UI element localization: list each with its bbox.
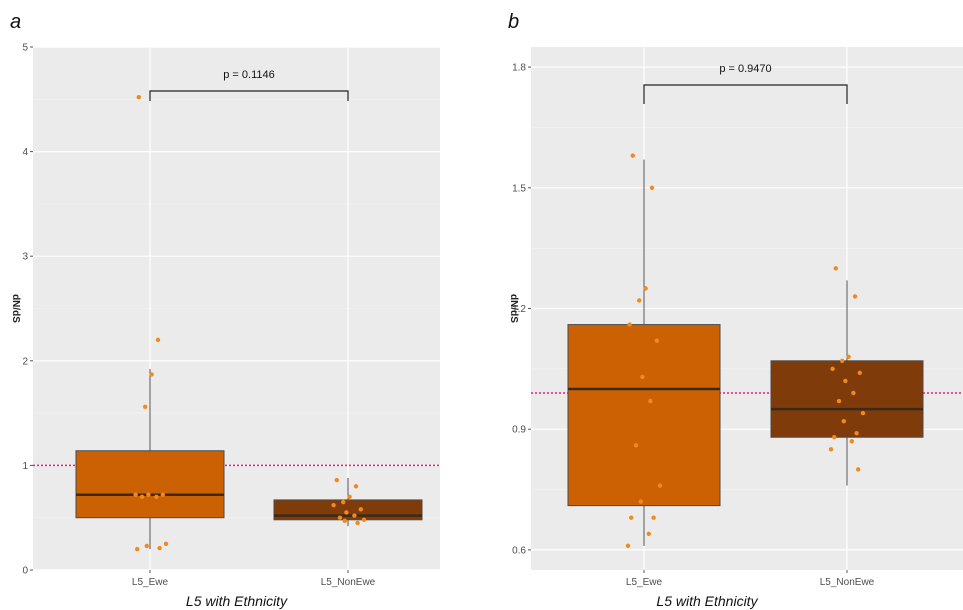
- x-tick-label: L5_Ewe: [626, 577, 663, 588]
- data-point: [828, 447, 834, 452]
- data-point: [643, 286, 648, 291]
- data-point: [841, 418, 846, 424]
- data-point: [846, 354, 851, 359]
- data-point: [358, 507, 363, 512]
- data-point: [851, 390, 856, 396]
- y-tick-label: 3: [22, 252, 28, 263]
- data-point: [654, 338, 659, 343]
- data-point: [139, 494, 145, 499]
- data-point: [649, 185, 655, 191]
- data-point: [646, 531, 651, 536]
- data-point: [852, 294, 858, 299]
- data-point: [648, 398, 653, 404]
- panel-a: a 0 1 2 3 4 5 L5_Ewe L5_NonEwe p = 0.1146 dN/dS L5 …: [10, 11, 440, 609]
- y-tick-label: 5: [22, 43, 28, 54]
- data-point: [849, 439, 854, 444]
- data-point: [135, 546, 140, 552]
- data-point: [843, 378, 848, 384]
- panel-letter: b: [508, 11, 519, 33]
- data-point: [133, 492, 138, 497]
- p-value-label: p = 0.9470: [719, 63, 771, 75]
- data-point: [856, 467, 861, 472]
- box-l5-ewe: [75, 450, 225, 519]
- data-point: [637, 298, 642, 303]
- data-point: [334, 477, 339, 483]
- data-point: [657, 483, 663, 488]
- data-point: [149, 372, 154, 377]
- data-point: [342, 518, 347, 524]
- data-point: [633, 443, 639, 448]
- data-point: [629, 515, 634, 520]
- p-value-label: p = 0.1146: [223, 69, 274, 81]
- x-axis-label: L5 with Ethnicity: [186, 593, 288, 609]
- x-tick-label: L5_NonEwe: [321, 577, 376, 588]
- x-tick-label: L5_NonEwe: [820, 577, 875, 588]
- data-point: [830, 366, 835, 372]
- x-axis-label: L5 with Ethnicity: [656, 593, 758, 609]
- x-tick-label: L5_Ewe: [132, 577, 169, 588]
- data-point: [640, 374, 645, 380]
- data-point: [352, 513, 357, 518]
- data-point: [155, 337, 161, 343]
- data-point: [651, 515, 656, 520]
- box-l5-ewe: [567, 324, 721, 507]
- data-point: [627, 322, 632, 327]
- data-point: [840, 358, 845, 363]
- y-tick-label: 1.2: [512, 304, 526, 315]
- data-point: [163, 541, 169, 547]
- data-point: [154, 494, 159, 499]
- data-point: [833, 266, 838, 271]
- data-point: [136, 95, 141, 100]
- data-point: [144, 543, 149, 549]
- y-tick-label: 0.9: [512, 425, 526, 436]
- significance-bracket: [149, 90, 349, 101]
- data-point: [638, 499, 643, 504]
- data-point: [854, 431, 859, 436]
- data-point: [157, 545, 162, 551]
- data-point: [347, 494, 352, 499]
- data-point: [341, 499, 346, 505]
- data-point: [857, 370, 862, 376]
- y-tick-label: 0.6: [512, 545, 526, 556]
- data-point: [836, 398, 842, 404]
- data-point: [143, 404, 148, 410]
- data-point: [353, 484, 359, 489]
- box-l5-nonewe: [770, 360, 924, 438]
- y-axis-label: dN/dS: [10, 294, 21, 323]
- panel-letter: a: [10, 11, 21, 33]
- panel-b: b 0.6 0.9 1.2 1.5 1.8 L5_Ewe L5_NonEwe p = 0.947…: [508, 11, 963, 609]
- y-tick-label: 4: [22, 147, 28, 158]
- data-point: [331, 502, 336, 508]
- y-tick-label: 2: [22, 356, 28, 367]
- data-point: [355, 520, 360, 526]
- data-point: [832, 435, 837, 440]
- y-tick-label: 1.5: [512, 183, 526, 194]
- data-point: [860, 410, 866, 416]
- y-axis-label: dN/dS: [508, 294, 519, 323]
- significance-bracket: [643, 84, 848, 104]
- data-point: [361, 517, 367, 522]
- y-tick-label: 1: [22, 461, 28, 472]
- y-tick-label: 1.8: [512, 63, 526, 74]
- data-point: [160, 492, 165, 497]
- data-point: [630, 153, 635, 158]
- y-tick-label: 0: [22, 566, 28, 577]
- data-point: [337, 515, 343, 520]
- data-point: [146, 492, 151, 497]
- data-point: [625, 543, 631, 549]
- data-point: [344, 510, 349, 515]
